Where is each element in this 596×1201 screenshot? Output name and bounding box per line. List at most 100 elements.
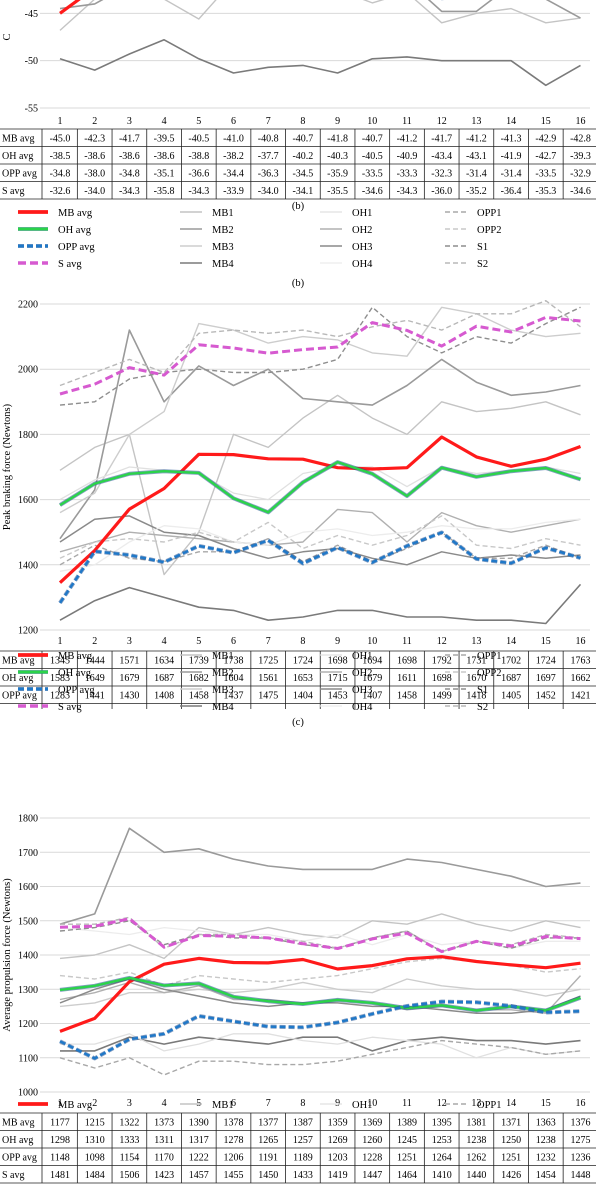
- table-cell: -34.8: [119, 169, 140, 180]
- x-tick-label: 9: [335, 116, 340, 127]
- x-tick-label: 12: [437, 116, 447, 127]
- x-tick-label: 4: [162, 1098, 167, 1109]
- table-cell: -39.3: [570, 151, 591, 162]
- legend-label: OPP2: [477, 225, 502, 236]
- legend: MB avg MB1 OH1 OPP1: [18, 1100, 502, 1111]
- table-cell: 1206: [224, 1153, 244, 1164]
- legend-label: S2: [477, 259, 488, 270]
- x-tick-label: 4: [162, 636, 167, 647]
- table-cell: 1345: [50, 656, 70, 667]
- table-cell: 1924: [50, 708, 70, 709]
- table-cell: 1687: [154, 673, 174, 684]
- chart-d: 1000 1100 1200 1300 1400 1500 1600 1700 1800 Aver…: [0, 814, 596, 1184]
- x-tick-label: 7: [266, 636, 271, 647]
- table-cell: -34.1: [292, 186, 313, 197]
- table-cell: -38.5: [50, 151, 71, 162]
- table-cell: -34.0: [258, 186, 279, 197]
- data-table: MB avg -45.0 -42.3 -41.7 -39.5 -40.5 -41.0 -40.…: [0, 128, 596, 200]
- x-tick-label: 7: [266, 116, 271, 127]
- table-cell: -40.9: [397, 151, 418, 162]
- table-cell: -38.6: [119, 151, 140, 162]
- table-cell: -40.2: [292, 151, 313, 162]
- legend-label: MB1: [212, 651, 234, 662]
- series-0-mb1-line: [59, 0, 581, 31]
- x-tick-label: 2: [92, 1098, 97, 1109]
- table-cell: -34.6: [570, 186, 591, 197]
- table-cell: 1275: [571, 1135, 591, 1146]
- table-cell: 1264: [432, 1153, 452, 1164]
- table-cell: 1437: [224, 691, 244, 702]
- table-cell: -41.7: [431, 134, 452, 145]
- series-1-oh-avg-line: [59, 460, 581, 514]
- table-cell: -34.4: [223, 169, 244, 180]
- table-cell: 1447: [362, 1170, 382, 1181]
- x-tick-label: 4: [162, 116, 167, 127]
- y-axis-label: Peak braking force (Newtons): [2, 403, 13, 530]
- series-2-opp1-line: [59, 1039, 581, 1076]
- table-cell: -42.3: [84, 134, 105, 145]
- table-cell: 1679: [119, 673, 139, 684]
- table-cell: 1453: [328, 691, 348, 702]
- table-cell: 1423: [154, 1170, 174, 1181]
- x-tick-label: 10: [367, 636, 377, 647]
- x-tick-label: 16: [576, 1098, 586, 1109]
- table-cell: 1698: [397, 656, 417, 667]
- y-tick-label: 1800: [18, 430, 38, 441]
- table-cell: 1395: [432, 1118, 452, 1129]
- table-cell: -35.3: [535, 186, 556, 197]
- table-cell: 1739: [189, 656, 209, 667]
- x-tick-label: 2: [92, 636, 97, 647]
- series-2-oh-avg-line: [59, 976, 581, 1012]
- legend-label: S2: [477, 702, 488, 713]
- legend-label: MB2: [212, 225, 234, 236]
- table-cell: 1148: [50, 1153, 70, 1164]
- table-cell: 1257: [293, 1135, 313, 1146]
- series-1-s1-line: [59, 306, 581, 406]
- table-cell: -33.3: [397, 169, 418, 180]
- table-cell: 1450: [258, 1170, 278, 1181]
- legend-label: S1: [477, 685, 488, 696]
- legend-label: OPP1: [477, 651, 502, 662]
- table-cell: -35.1: [154, 169, 175, 180]
- table-cell: 1298: [50, 1135, 70, 1146]
- x-tick-label: 10: [367, 116, 377, 127]
- series-1-s2-line: [59, 299, 581, 387]
- table-cell: 1236: [571, 1153, 591, 1164]
- table-cell: 1484: [85, 1170, 105, 1181]
- series-0-mb2-line: [59, 0, 581, 19]
- table-row-header: OH avg: [2, 1135, 33, 1146]
- legend-label: OPP1: [477, 208, 502, 219]
- table-cell: 1260: [362, 1135, 382, 1146]
- table-cell: 2075: [189, 708, 209, 709]
- legend-label: OH2: [352, 668, 372, 679]
- table-cell: -32.6: [50, 186, 71, 197]
- table-cell: 1724: [536, 656, 556, 667]
- legend-c-area: MB avg MB1 OH1 OPP1 OH avg MB2 OH2 OPP2 OPP avg M…: [18, 651, 502, 727]
- x-tick-label: 6: [231, 1098, 236, 1109]
- x-tick-label: 14: [506, 1098, 516, 1109]
- table-cell: 1238: [466, 1135, 486, 1146]
- table-cell: 1441: [85, 691, 105, 702]
- table-cell: -41.9: [501, 151, 522, 162]
- table-cell: 1250: [501, 1135, 521, 1146]
- x-tick-label: 3: [127, 116, 132, 127]
- table-cell: -34.8: [50, 169, 71, 180]
- legend-label: OPP1: [477, 1100, 502, 1111]
- table-cell: 1763: [571, 656, 591, 667]
- table-cell: -35.2: [466, 186, 487, 197]
- legend-label: OPP avg: [58, 242, 95, 253]
- x-tick-label: 8: [300, 636, 305, 647]
- table-cell: -33.5: [362, 169, 383, 180]
- table-row-header: MB avg: [2, 656, 35, 667]
- y-tick-label: 1600: [18, 495, 38, 506]
- y-tick-label: 1800: [18, 814, 38, 825]
- x-tick-label: 16: [576, 636, 586, 647]
- series-1-oh3-line: [59, 515, 581, 566]
- legend-label: S avg: [58, 259, 82, 270]
- series-1-opp-avg-line: [59, 531, 581, 604]
- legend: MB avg MB1 OH1 OPP1 OH avg MB2 OH2 OPP2 OPP avg M…: [18, 651, 502, 713]
- table-cell: 1725: [258, 656, 278, 667]
- table-cell: -43.4: [431, 151, 452, 162]
- table-cell: 1189: [293, 1153, 313, 1164]
- x-tick-label: 11: [402, 636, 412, 647]
